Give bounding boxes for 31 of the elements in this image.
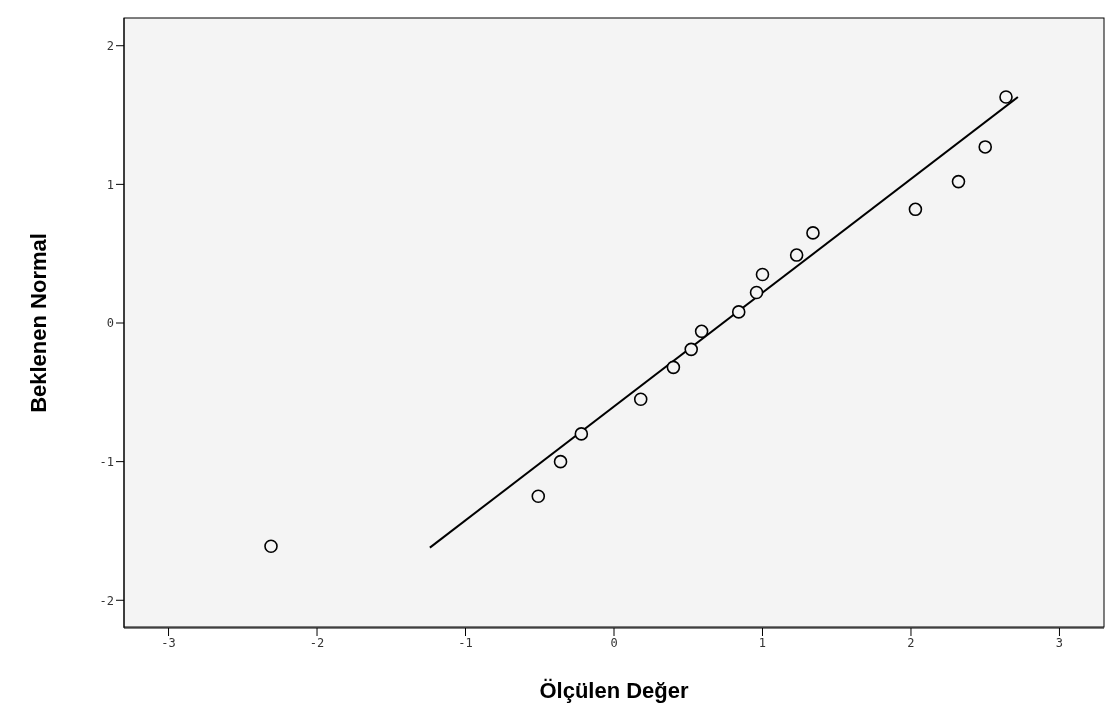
point	[531, 489, 546, 504]
y-tick-label: -1	[99, 454, 114, 469]
point	[999, 90, 1013, 104]
x-axis-title: Ölçülen Değer	[539, 678, 690, 703]
point	[789, 248, 804, 262]
x-tick-label: 2	[907, 635, 915, 650]
point	[731, 305, 746, 319]
point	[574, 427, 589, 441]
x-tick-label: 1	[758, 635, 767, 650]
point	[264, 539, 278, 554]
point	[553, 454, 568, 469]
point	[806, 226, 820, 240]
y-tick-label: -2	[99, 593, 114, 608]
x-tick-label: 3	[1055, 635, 1064, 650]
point	[633, 392, 648, 407]
point	[908, 202, 923, 217]
y-tick-label: 1	[106, 177, 114, 192]
point	[694, 324, 709, 339]
x-tick-label: -3	[161, 635, 176, 650]
point	[684, 342, 699, 357]
point	[978, 140, 993, 154]
y-tick-label: 2	[106, 38, 114, 53]
point	[749, 285, 764, 300]
point	[755, 267, 770, 282]
x-tick-label: 0	[610, 635, 618, 650]
y-tick-label: 0	[106, 316, 114, 331]
x-tick-label: -1	[458, 635, 473, 650]
point	[951, 174, 966, 189]
point	[666, 360, 681, 375]
y-axis-title: Beklenen Normal	[25, 233, 51, 413]
x-tick-label: -2	[309, 635, 325, 650]
